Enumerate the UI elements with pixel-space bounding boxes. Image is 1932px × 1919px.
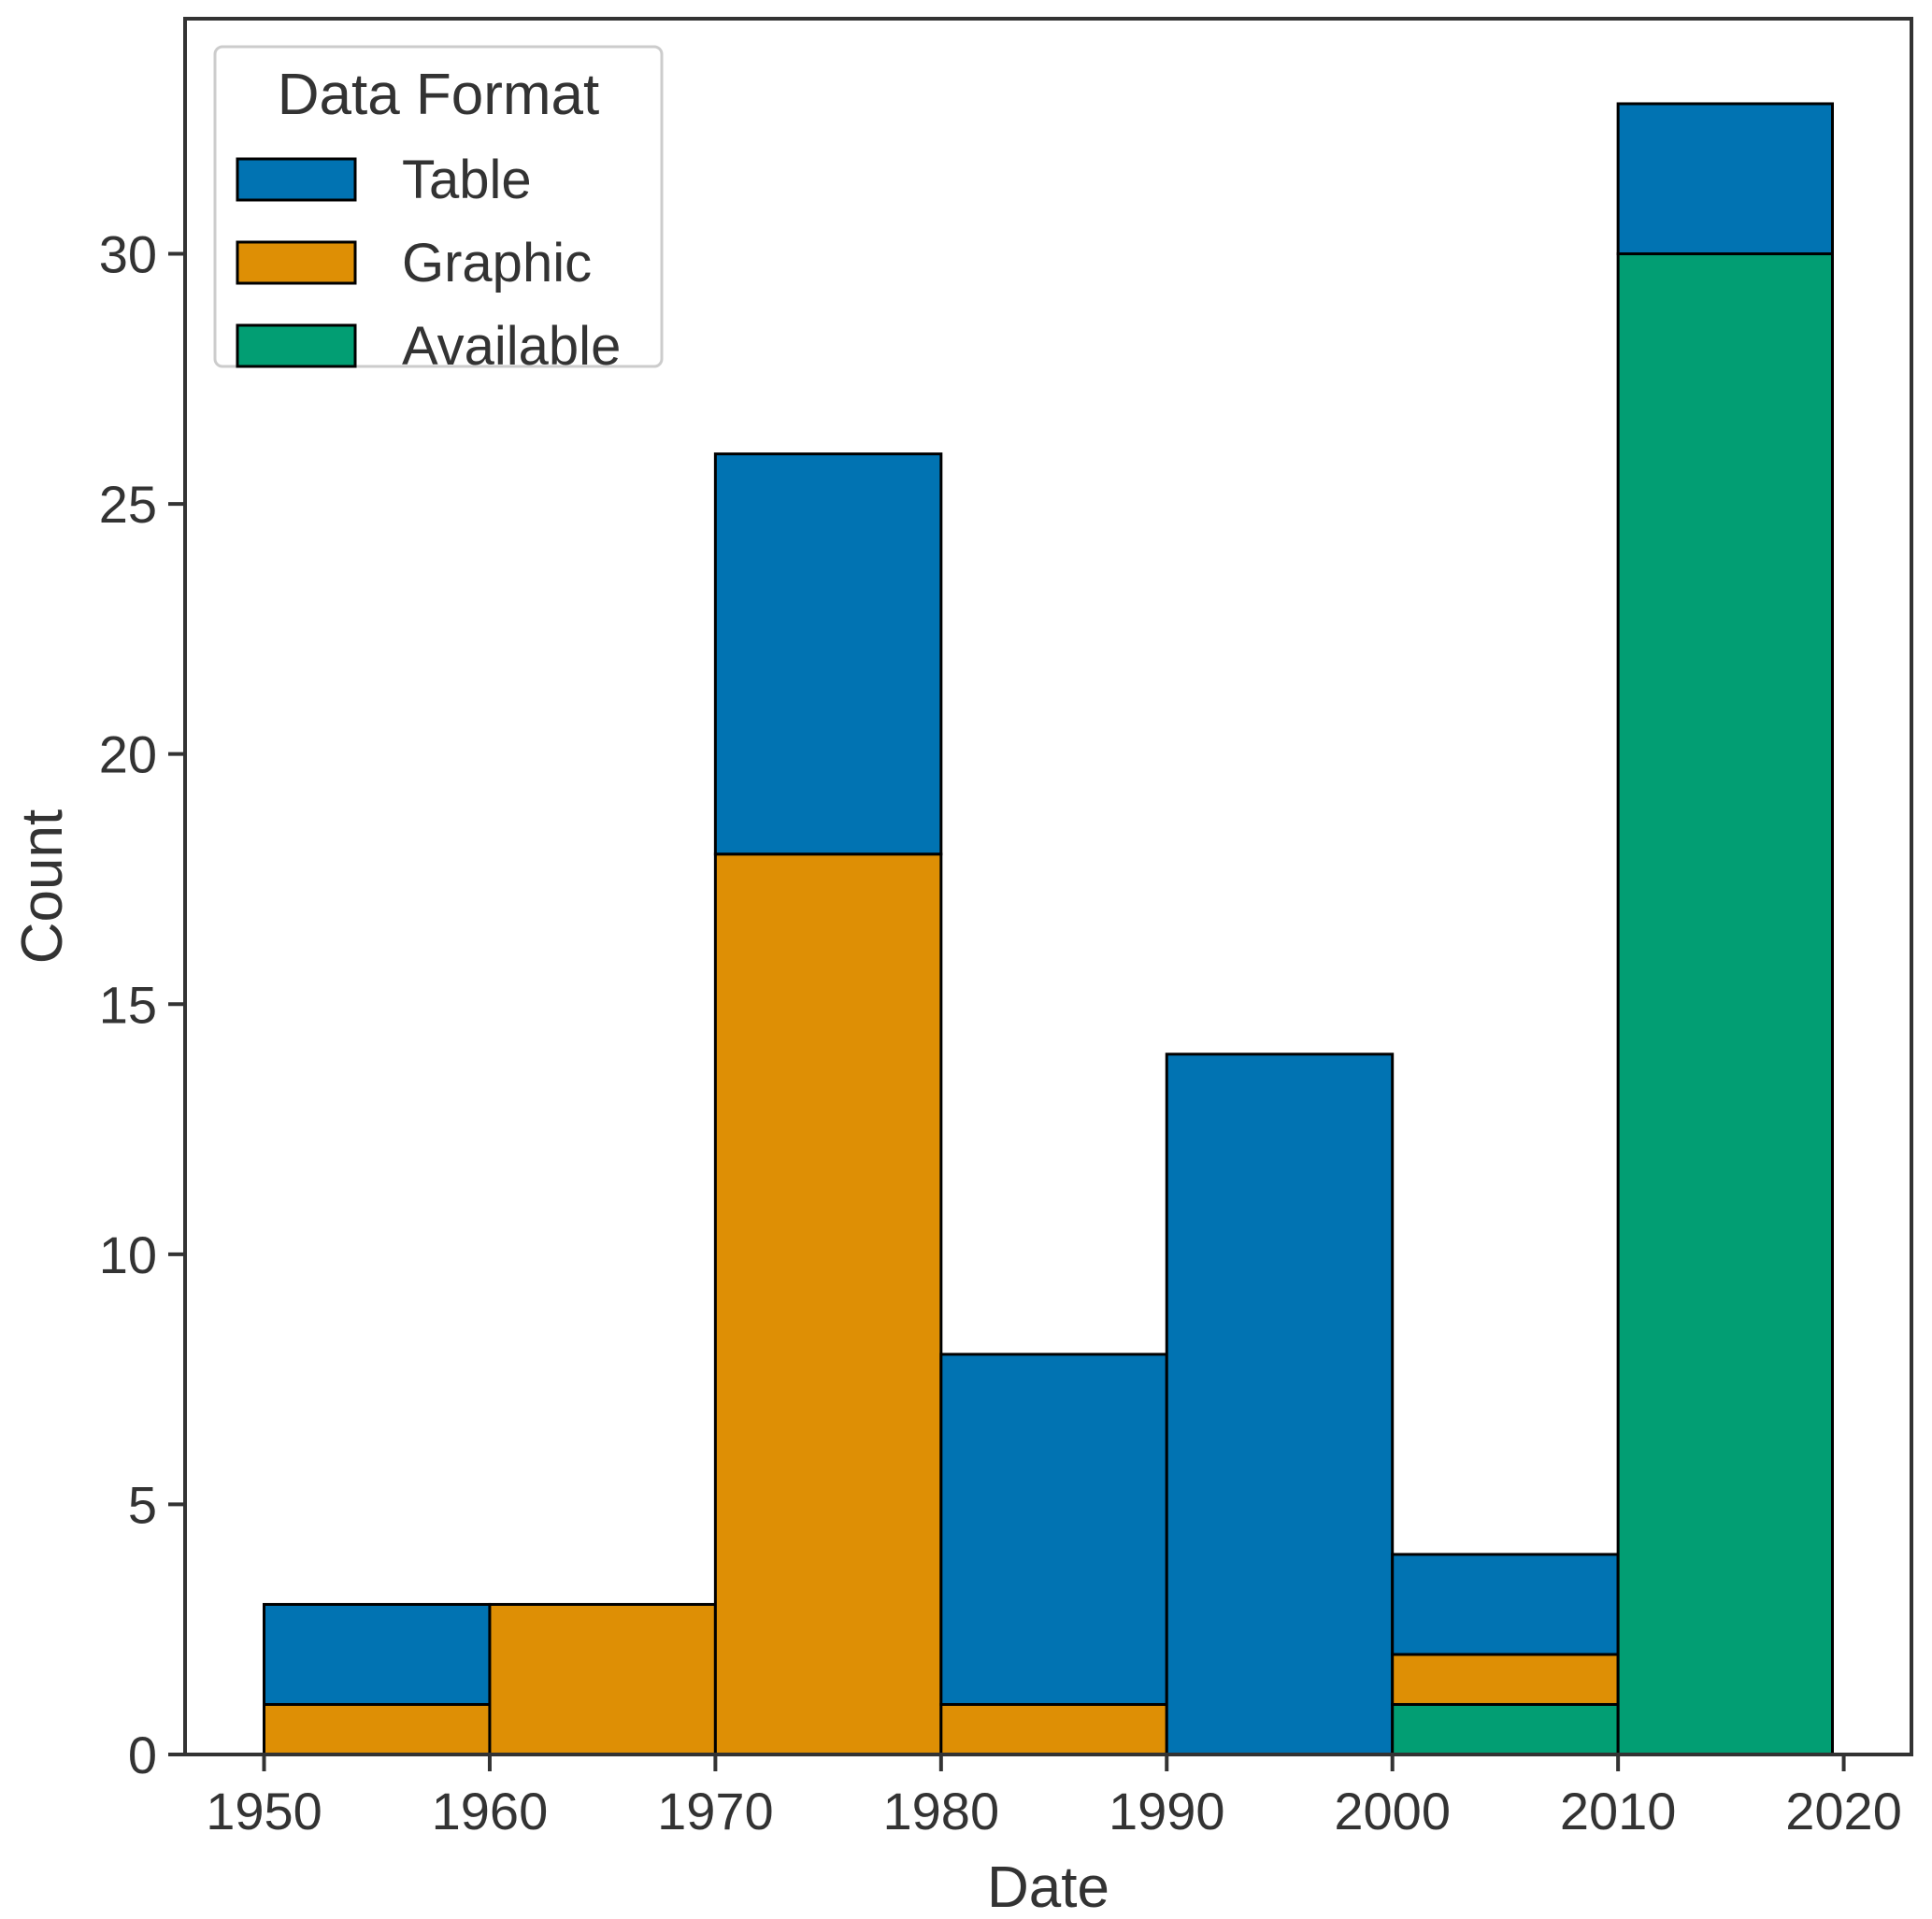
legend-title: Data Format <box>278 63 600 127</box>
y-tick-label-15: 15 <box>99 975 157 1034</box>
bar-graphic-1950 <box>263 1702 492 1756</box>
x-tick-label-1980: 1980 <box>883 1782 1000 1840</box>
legend-label-available: Available <box>402 316 621 377</box>
y-tick-label-0: 0 <box>128 1726 157 1784</box>
y-tick-label-10: 10 <box>99 1225 157 1284</box>
bar-table-2010 <box>1616 102 1834 256</box>
bar-table-1980 <box>939 1353 1168 1706</box>
bar-table-1950 <box>263 1602 492 1706</box>
x-tick-label-2020: 2020 <box>1785 1782 1902 1840</box>
legend: Data Format Table Graphic Available <box>213 45 664 377</box>
y-tick-label-5: 5 <box>128 1475 157 1534</box>
legend-box <box>213 45 664 368</box>
x-tick-label-1970: 1970 <box>657 1782 774 1840</box>
legend-swatch-graphic <box>236 240 357 285</box>
y-tick-label-25: 25 <box>99 475 157 534</box>
bar-graphic-1960 <box>488 1602 717 1756</box>
bars-layer <box>263 102 1834 1756</box>
y-axis-label: Count <box>10 809 75 964</box>
plot-frame <box>183 17 1913 1756</box>
legend-entries: Table Graphic Available <box>236 150 621 377</box>
bar-table-1990 <box>1165 1053 1395 1756</box>
legend-swatch-available <box>236 323 357 368</box>
bar-graphic-1980 <box>939 1702 1168 1756</box>
y-axis-ticks: 0 5 10 15 20 25 30 <box>99 225 185 1784</box>
legend-label-graphic: Graphic <box>402 233 592 294</box>
y-tick-label-30: 30 <box>99 225 157 284</box>
x-axis-label: Date <box>987 1855 1109 1919</box>
legend-label-table: Table <box>402 150 532 210</box>
legend-swatch-table <box>236 157 357 202</box>
x-tick-label-1960: 1960 <box>432 1782 549 1840</box>
y-tick-label-20: 20 <box>99 725 157 784</box>
x-axis-ticks: 1950 1960 1970 1980 1990 2000 2010 2020 <box>206 1754 1902 1840</box>
bar-available-2000 <box>1391 1702 1620 1756</box>
x-tick-label-1990: 1990 <box>1109 1782 1225 1840</box>
bar-graphic-1970 <box>713 852 943 1756</box>
bar-graphic-2000 <box>1391 1653 1620 1706</box>
x-tick-label-1950: 1950 <box>206 1782 322 1840</box>
bar-table-1970 <box>713 452 943 856</box>
x-tick-label-2010: 2010 <box>1560 1782 1677 1840</box>
x-tick-label-2000: 2000 <box>1334 1782 1451 1840</box>
bar-table-2000 <box>1391 1553 1620 1656</box>
bar-available-2010 <box>1616 252 1834 1756</box>
